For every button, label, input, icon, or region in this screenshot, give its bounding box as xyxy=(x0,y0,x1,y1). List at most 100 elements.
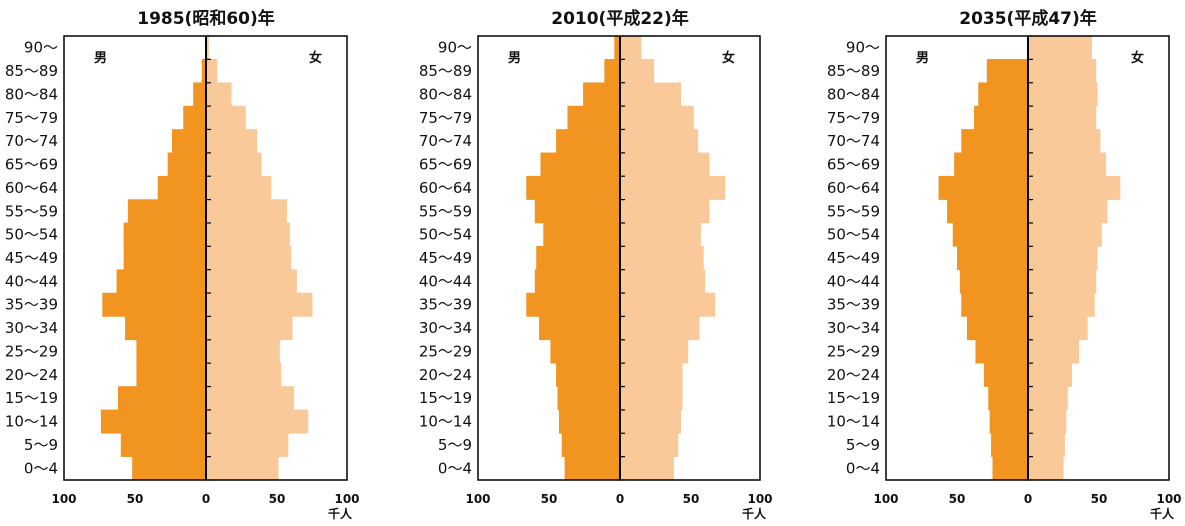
legend-female: 女 xyxy=(722,50,735,66)
female-bar-25～29 xyxy=(620,339,689,364)
age-label: 15～19 xyxy=(419,389,472,407)
male-bar-30～34 xyxy=(125,316,206,341)
female-bar-15～19 xyxy=(1028,386,1068,411)
age-label: 45～49 xyxy=(827,249,880,267)
age-label: 35～39 xyxy=(419,296,472,314)
age-label: 65～69 xyxy=(419,156,472,174)
age-label: 65～69 xyxy=(827,156,880,174)
pyramid-chart-2: 2010(平成22)年 0～4 5～9 10～14 15～19 20～24 25～29 30～… xyxy=(419,8,773,521)
age-label: 35～39 xyxy=(827,296,880,314)
age-label: 55～59 xyxy=(5,202,58,220)
male-bar-10～14 xyxy=(100,409,206,434)
age-label: 40～44 xyxy=(419,272,472,290)
male-bar-60～64 xyxy=(938,175,1028,200)
female-bar-20～24 xyxy=(1028,362,1073,387)
female-bar-65～69 xyxy=(620,152,710,177)
female-bar-50～54 xyxy=(620,222,701,247)
male-bar-45～49 xyxy=(957,246,1028,270)
age-label: 45～49 xyxy=(5,249,58,267)
age-label: 25～29 xyxy=(419,342,472,360)
female-bar-15～19 xyxy=(206,386,295,411)
female-bar-0～4 xyxy=(620,456,674,481)
female-bar-40～44 xyxy=(206,269,297,294)
age-label: 50～54 xyxy=(5,226,58,244)
x-tick-label: 100 xyxy=(747,492,772,506)
age-label: 20～24 xyxy=(419,366,472,384)
female-bar-10～14 xyxy=(620,409,682,434)
age-label: 10～14 xyxy=(827,413,880,431)
male-bar-55～59 xyxy=(534,199,620,224)
female-bar-30～34 xyxy=(1028,316,1088,341)
female-bar-30～34 xyxy=(620,316,700,341)
x-tick-label: 100 xyxy=(1156,492,1181,506)
male-bar-40～44 xyxy=(534,269,620,294)
legend-male: 男 xyxy=(508,51,521,66)
age-label: 65～69 xyxy=(5,156,58,174)
male-bar-70～74 xyxy=(171,129,206,154)
female-bar-50～54 xyxy=(1028,222,1102,247)
male-bar-45～49 xyxy=(123,246,206,270)
female-bar-80～84 xyxy=(1028,82,1098,107)
x-tick-label: 100 xyxy=(51,492,76,506)
age-label: 50～54 xyxy=(419,226,472,244)
male-bar-75～79 xyxy=(974,105,1028,130)
male-bar-70～74 xyxy=(556,129,620,154)
age-label: 80～84 xyxy=(419,85,472,103)
x-tick-label: 0 xyxy=(202,492,210,506)
female-bar-25～29 xyxy=(206,339,280,364)
age-label: 50～54 xyxy=(827,226,880,244)
male-bar-60～64 xyxy=(526,175,620,200)
female-bar-35～39 xyxy=(620,292,716,317)
age-label: 55～59 xyxy=(827,202,880,220)
female-bar-90～ xyxy=(620,35,642,60)
female-bar-65～69 xyxy=(206,152,262,177)
x-tick-label: 50 xyxy=(683,492,700,506)
female-bar-40～44 xyxy=(1028,269,1097,294)
male-bar-65～69 xyxy=(540,152,620,177)
male-bar-35～39 xyxy=(961,292,1028,317)
age-label: 5～9 xyxy=(438,436,472,454)
legend-male: 男 xyxy=(916,51,929,66)
male-bar-25～29 xyxy=(136,339,206,364)
legend-female: 女 xyxy=(1131,50,1144,66)
male-bar-85～89 xyxy=(201,59,206,84)
age-label: 70～74 xyxy=(5,132,58,150)
female-bar-90～ xyxy=(206,35,209,60)
male-bar-85～89 xyxy=(604,59,620,84)
age-label: 10～14 xyxy=(419,413,472,431)
male-bar-30～34 xyxy=(539,316,620,341)
age-label: 55～59 xyxy=(419,202,472,220)
female-bar-85～89 xyxy=(620,59,655,84)
legend-male: 男 xyxy=(94,51,107,66)
female-bar-55～59 xyxy=(620,199,710,224)
male-bar-75～79 xyxy=(567,105,620,130)
age-label: 0～4 xyxy=(438,459,472,477)
age-label: 45～49 xyxy=(419,249,472,267)
unit-label: 千人 xyxy=(1150,506,1175,521)
age-label: 60～64 xyxy=(827,179,880,197)
age-label: 25～29 xyxy=(5,342,58,360)
age-label: 15～19 xyxy=(827,389,880,407)
female-bar-45～49 xyxy=(620,246,704,270)
female-bar-55～59 xyxy=(206,199,287,224)
x-tick-label: 0 xyxy=(1024,492,1032,506)
male-bar-50～54 xyxy=(543,222,620,247)
age-label: 75～79 xyxy=(827,109,880,127)
age-label: 70～74 xyxy=(827,132,880,150)
male-bar-80～84 xyxy=(583,82,620,107)
female-bar-80～84 xyxy=(620,82,682,107)
female-bar-0～4 xyxy=(206,456,279,481)
male-bar-35～39 xyxy=(102,292,206,317)
female-bar-70～74 xyxy=(206,129,258,154)
female-bar-70～74 xyxy=(1028,129,1101,154)
female-bar-45～49 xyxy=(1028,246,1098,270)
male-bar-65～69 xyxy=(954,152,1028,177)
male-bar-55～59 xyxy=(947,199,1028,224)
male-bar-5～9 xyxy=(991,432,1028,457)
pyramid-chart-3: 2035(平成47)年 0～4 5～9 10～14 15～19 20～24 25～29 30～… xyxy=(827,8,1182,521)
age-label: 70～74 xyxy=(419,132,472,150)
female-bar-5～9 xyxy=(1028,432,1065,457)
female-bar-70～74 xyxy=(620,129,699,154)
male-bar-50～54 xyxy=(952,222,1028,247)
